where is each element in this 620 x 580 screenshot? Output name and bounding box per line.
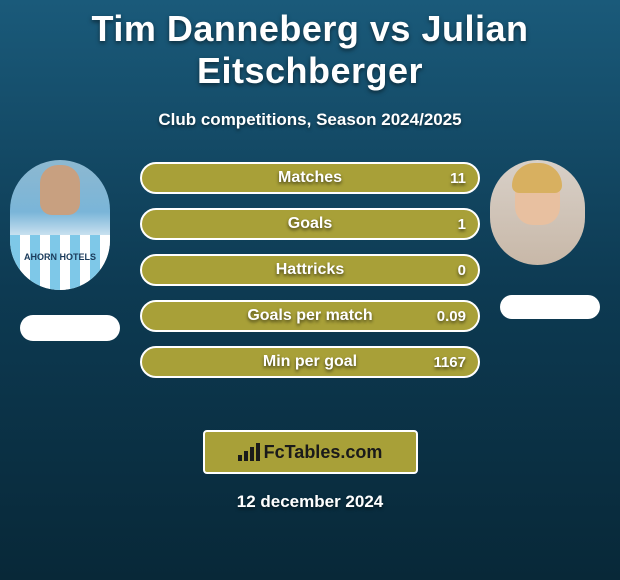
stat-label: Hattricks bbox=[276, 261, 344, 279]
bar-chart-icon bbox=[238, 443, 260, 461]
brand-text: FcTables.com bbox=[264, 442, 383, 463]
stat-bar-min-per-goal: Min per goal 1167 bbox=[140, 346, 480, 378]
stat-bar-goals-per-match: Goals per match 0.09 bbox=[140, 300, 480, 332]
brand-badge[interactable]: FcTables.com bbox=[203, 430, 418, 474]
stats-bars: Matches 11 Goals 1 Hattricks 0 Goals per… bbox=[140, 162, 480, 392]
comparison-area: AHORN HOTELS Matches 11 Goals 1 Hattrick… bbox=[0, 160, 620, 420]
stat-value: 0.09 bbox=[437, 308, 466, 325]
stat-label: Goals per match bbox=[247, 307, 372, 325]
player-left-jersey bbox=[10, 235, 110, 290]
page-title: Tim Danneberg vs Julian Eitschberger bbox=[0, 0, 620, 92]
stat-label: Goals bbox=[288, 215, 332, 233]
stat-bar-goals: Goals 1 bbox=[140, 208, 480, 240]
player-left-avatar: AHORN HOTELS bbox=[10, 160, 110, 290]
stat-value: 1 bbox=[458, 216, 466, 233]
stat-label: Matches bbox=[278, 169, 342, 187]
stat-bar-matches: Matches 11 bbox=[140, 162, 480, 194]
stat-value: 1167 bbox=[433, 354, 466, 371]
stat-bar-hattricks: Hattricks 0 bbox=[140, 254, 480, 286]
stat-value: 0 bbox=[458, 262, 466, 279]
player-left-badge bbox=[20, 315, 120, 341]
footer-date: 12 december 2024 bbox=[0, 492, 620, 512]
player-right-avatar bbox=[490, 160, 585, 265]
player-left-jersey-text: AHORN HOTELS bbox=[10, 252, 110, 262]
subtitle: Club competitions, Season 2024/2025 bbox=[0, 110, 620, 130]
stat-value: 11 bbox=[450, 170, 466, 187]
stat-label: Min per goal bbox=[263, 353, 357, 371]
player-right-badge bbox=[500, 295, 600, 319]
